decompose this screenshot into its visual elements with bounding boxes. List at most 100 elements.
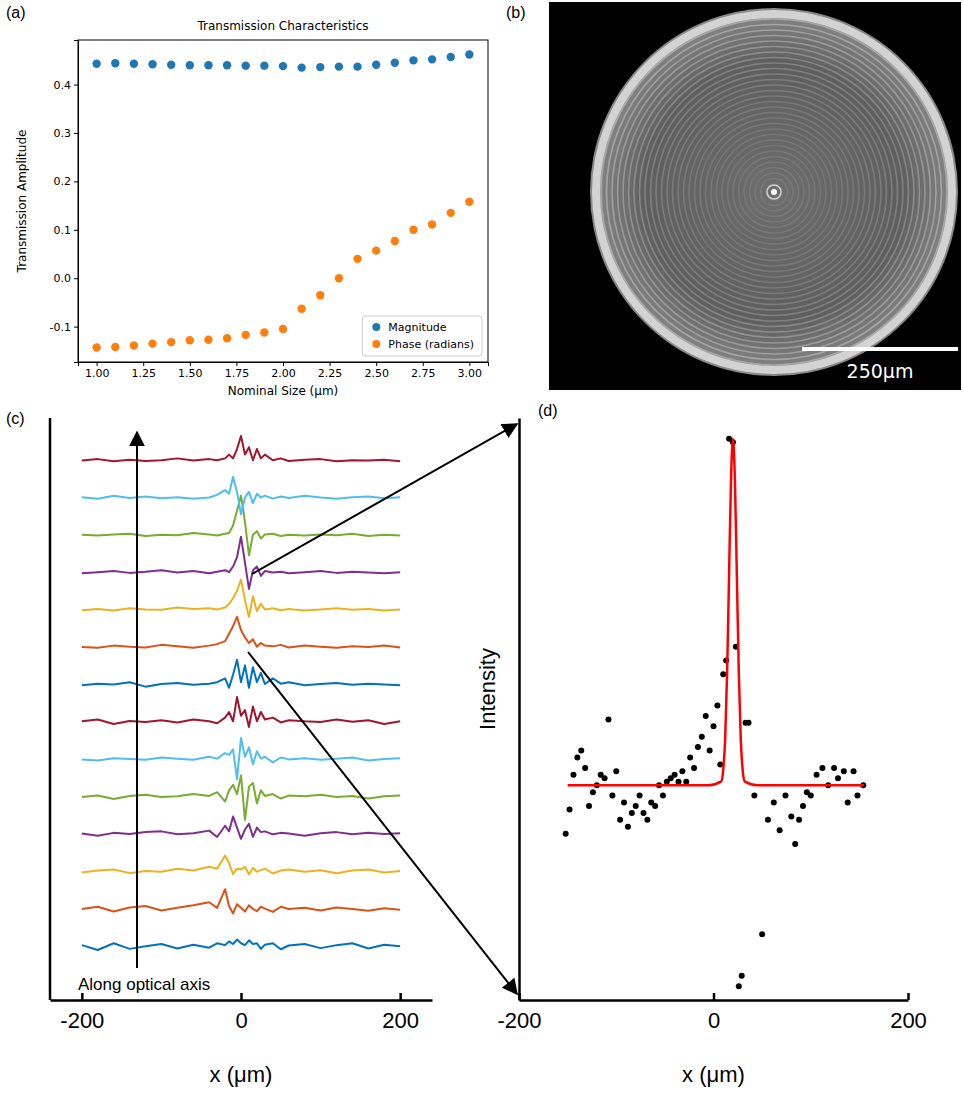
point <box>672 772 678 778</box>
fringe-ring <box>684 102 865 283</box>
tick: 1.50 <box>178 362 203 380</box>
tick: 2.75 <box>411 362 436 380</box>
fringe-ring <box>634 52 914 332</box>
tick: 0.4 <box>54 79 79 92</box>
point <box>703 713 709 719</box>
fringe-ring <box>711 129 837 255</box>
chart-title: Transmission Characteristics <box>196 19 368 33</box>
tick-mark <box>399 993 402 1000</box>
image-background <box>549 2 961 390</box>
point <box>563 831 569 837</box>
fringe-ring <box>629 47 920 338</box>
lens-disc <box>590 8 958 376</box>
point <box>720 671 726 677</box>
point <box>372 246 380 254</box>
panel-label: (a) <box>6 4 26 21</box>
tick-mark <box>240 993 243 1000</box>
point <box>675 779 681 785</box>
fringe-ring <box>739 157 810 228</box>
tick-mark <box>423 362 424 366</box>
tick: 0 <box>708 993 720 1033</box>
trace-line <box>82 775 400 820</box>
point <box>605 716 611 722</box>
point <box>335 62 343 70</box>
x-axis: -2000200 <box>51 993 433 1033</box>
point <box>751 793 757 799</box>
fringe-ring <box>761 179 788 206</box>
point <box>625 824 631 830</box>
point <box>637 793 643 799</box>
point <box>771 800 777 806</box>
tick: 1.25 <box>131 362 156 380</box>
point <box>687 755 693 761</box>
tick-label: 2.00 <box>271 367 296 380</box>
tick-label: 0 <box>708 1008 720 1033</box>
tick-mark <box>469 362 470 366</box>
panel-d: -2000200x (μm)Intensity <box>475 419 927 1088</box>
tick-label: 0.1 <box>54 224 72 237</box>
point <box>167 60 175 68</box>
tick: -0.1 <box>50 321 78 334</box>
point <box>130 341 138 349</box>
point <box>111 343 119 351</box>
fringe-ring <box>662 80 887 305</box>
fringe-ring <box>645 63 903 321</box>
fringe-ring <box>700 118 848 266</box>
point <box>316 63 324 71</box>
x-axis: 1.001.251.501.752.002.252.502.753.00 <box>79 362 489 380</box>
tick-mark <box>907 993 910 1000</box>
point <box>242 331 250 339</box>
point <box>353 255 361 263</box>
tick-label: 0.2 <box>54 175 72 188</box>
point <box>683 779 689 785</box>
point <box>186 61 194 69</box>
marks <box>92 50 473 351</box>
point <box>223 334 231 342</box>
point <box>297 63 305 71</box>
point <box>814 772 820 778</box>
point <box>644 817 650 823</box>
trace-line <box>82 889 400 913</box>
point <box>92 343 100 351</box>
fringe-ring <box>640 58 909 327</box>
tick-label: 1.25 <box>131 367 156 380</box>
point <box>808 793 814 799</box>
point <box>590 789 596 795</box>
point <box>629 810 635 816</box>
tick-mark <box>74 230 78 231</box>
point <box>130 60 138 68</box>
point <box>739 973 745 979</box>
point <box>851 768 857 774</box>
fringe-ring <box>722 140 826 244</box>
tick-label: 3.00 <box>458 367 483 380</box>
point <box>391 237 399 245</box>
figure: (a)(b)(c)(d)1.001.251.501.752.002.252.50… <box>0 0 963 1099</box>
point <box>695 744 701 750</box>
legend-swatch <box>372 340 380 348</box>
tick: 2.25 <box>318 362 343 380</box>
point <box>92 60 100 68</box>
point <box>260 61 268 69</box>
point <box>602 775 608 781</box>
fringe-ring <box>601 19 947 365</box>
point <box>279 325 287 333</box>
trace-line <box>82 660 400 688</box>
point <box>260 328 268 336</box>
zoom-arrow <box>252 424 517 574</box>
tick-mark <box>97 362 98 366</box>
point <box>621 800 627 806</box>
point <box>447 209 455 217</box>
tick-label: -200 <box>497 1008 541 1033</box>
annotation-arrow <box>136 432 138 968</box>
point <box>613 768 619 774</box>
x-axis-title: Nominal Size (μm) <box>228 384 339 398</box>
tick-mark <box>74 327 78 328</box>
tick-label: 2.25 <box>318 367 343 380</box>
tick: 0 <box>235 993 247 1033</box>
tick-mark <box>74 133 78 134</box>
point <box>800 803 806 809</box>
point <box>465 50 473 58</box>
fringe-ring <box>750 168 799 217</box>
point <box>679 768 685 774</box>
figure-canvas: (a)(b)(c)(d)1.001.251.501.752.002.252.50… <box>0 0 963 1099</box>
